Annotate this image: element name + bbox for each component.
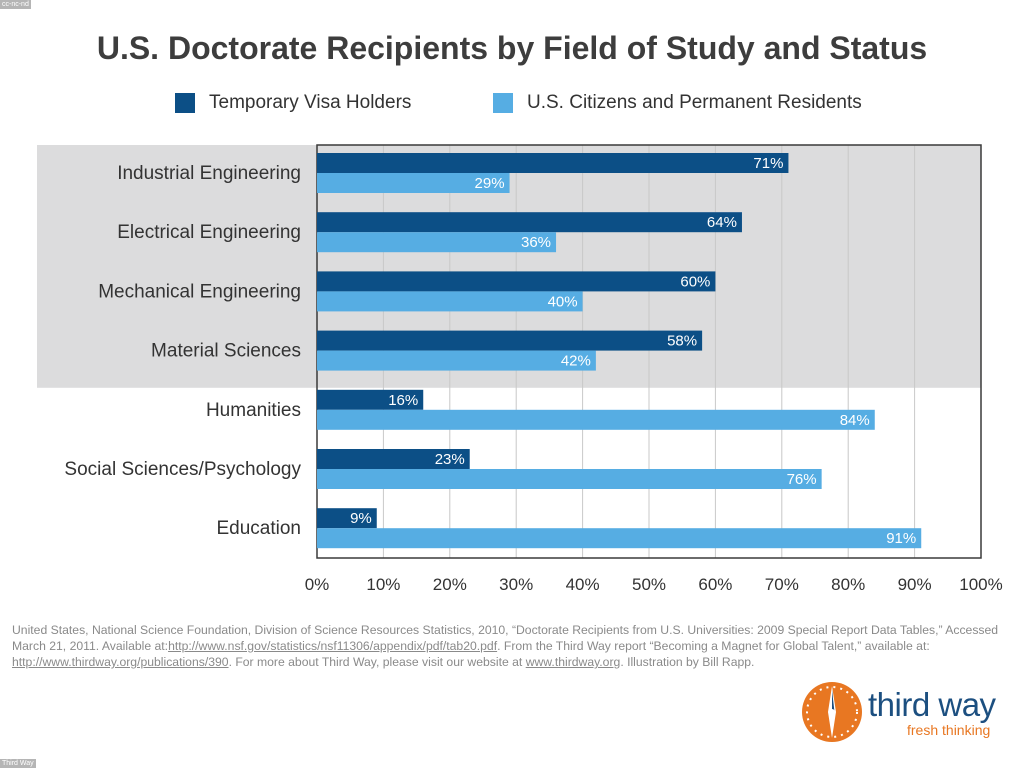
bar-visa (317, 153, 789, 173)
source-text-1: United States, National Science Foundati… (12, 623, 999, 653)
x-tick-label: 70% (765, 575, 799, 594)
logo-tagline: fresh thinking (907, 722, 991, 738)
category-label: Material Sciences (151, 341, 301, 362)
category-label: Humanities (206, 400, 301, 421)
bar-visa (317, 389, 424, 410)
x-tick-label: 80% (831, 575, 865, 594)
legend-swatch-citizens (493, 93, 513, 113)
bar-value-label: 84% (840, 412, 870, 429)
bar-value-label: 42% (561, 353, 591, 370)
x-tick-label: 40% (566, 575, 600, 594)
bar-chart: Industrial Engineering 71% 29% Electrical E… (37, 144, 1003, 594)
bar-citizens (317, 173, 510, 193)
source-text-2: . From the Third Way report “Becoming a … (497, 639, 930, 653)
legend-swatch-visa (175, 93, 195, 113)
bar-visa (317, 271, 716, 292)
source-note: United States, National Science Foundati… (12, 622, 1012, 670)
category-label: Electrical Engineering (117, 222, 301, 243)
category-label: Education (216, 518, 301, 539)
bar-value-label: 29% (475, 175, 505, 192)
category-label: Mechanical Engineering (98, 281, 301, 302)
third-way-logo: third way fresh thinking (800, 678, 1020, 748)
bar-citizens (317, 232, 557, 253)
bar-visa (317, 449, 470, 469)
bar-value-label: 23% (435, 451, 465, 468)
bar-visa (317, 212, 742, 233)
legend: Temporary Visa Holders U.S. Citizens and… (0, 92, 1024, 122)
logo-wordmark: third way (868, 686, 996, 723)
legend-label-visa: Temporary Visa Holders (209, 92, 412, 113)
x-tick-label: 50% (632, 575, 666, 594)
bar-citizens (317, 409, 875, 430)
bar-citizens (317, 469, 822, 489)
bar-value-label: 91% (886, 530, 916, 547)
license-badge: cc-nc-nd (0, 0, 31, 9)
bar-value-label: 71% (753, 155, 783, 172)
bar-value-label: 16% (388, 392, 418, 409)
bar-value-label: 58% (667, 333, 697, 350)
watermark-badge: Third Way (0, 759, 36, 768)
x-tick-label: 60% (698, 575, 732, 594)
legend-label-citizens: U.S. Citizens and Permanent Residents (527, 92, 862, 113)
legend-item-citizens: U.S. Citizens and Permanent Residents (493, 92, 862, 114)
bar-value-label: 9% (350, 510, 372, 527)
category-label: Social Sciences/Psychology (64, 459, 301, 480)
bar-value-label: 64% (707, 214, 737, 231)
source-link-website[interactable]: www.thirdway.org (525, 655, 621, 669)
source-text-3: . For more about Third Way, please visit… (228, 655, 526, 669)
bar-value-label: 36% (521, 234, 551, 251)
bar-citizens (317, 291, 583, 312)
bar-value-label: 76% (787, 471, 817, 488)
x-tick-label: 100% (959, 575, 1002, 594)
chart-title: U.S. Doctorate Recipients by Field of St… (96, 30, 928, 66)
source-text-4: . Illustration by Bill Rapp. (620, 655, 755, 669)
source-link-nsf[interactable]: http://www.nsf.gov/statistics/nsf11306/a… (168, 639, 498, 653)
x-tick-label: 0% (305, 575, 330, 594)
bar-value-label: 40% (548, 293, 578, 310)
compass-icon (802, 682, 862, 742)
category-label: Industrial Engineering (117, 163, 301, 184)
x-tick-label: 10% (366, 575, 400, 594)
legend-item-visa: Temporary Visa Holders (175, 92, 411, 114)
bar-visa (317, 330, 703, 351)
x-tick-label: 30% (499, 575, 533, 594)
bar-citizens (317, 528, 922, 549)
x-tick-label: 90% (898, 575, 932, 594)
bar-visa (317, 508, 377, 529)
x-tick-label: 20% (433, 575, 467, 594)
bar-value-label: 60% (680, 273, 710, 290)
bar-citizens (317, 350, 596, 371)
source-link-report[interactable]: http://www.thirdway.org/publications/390 (12, 655, 229, 669)
